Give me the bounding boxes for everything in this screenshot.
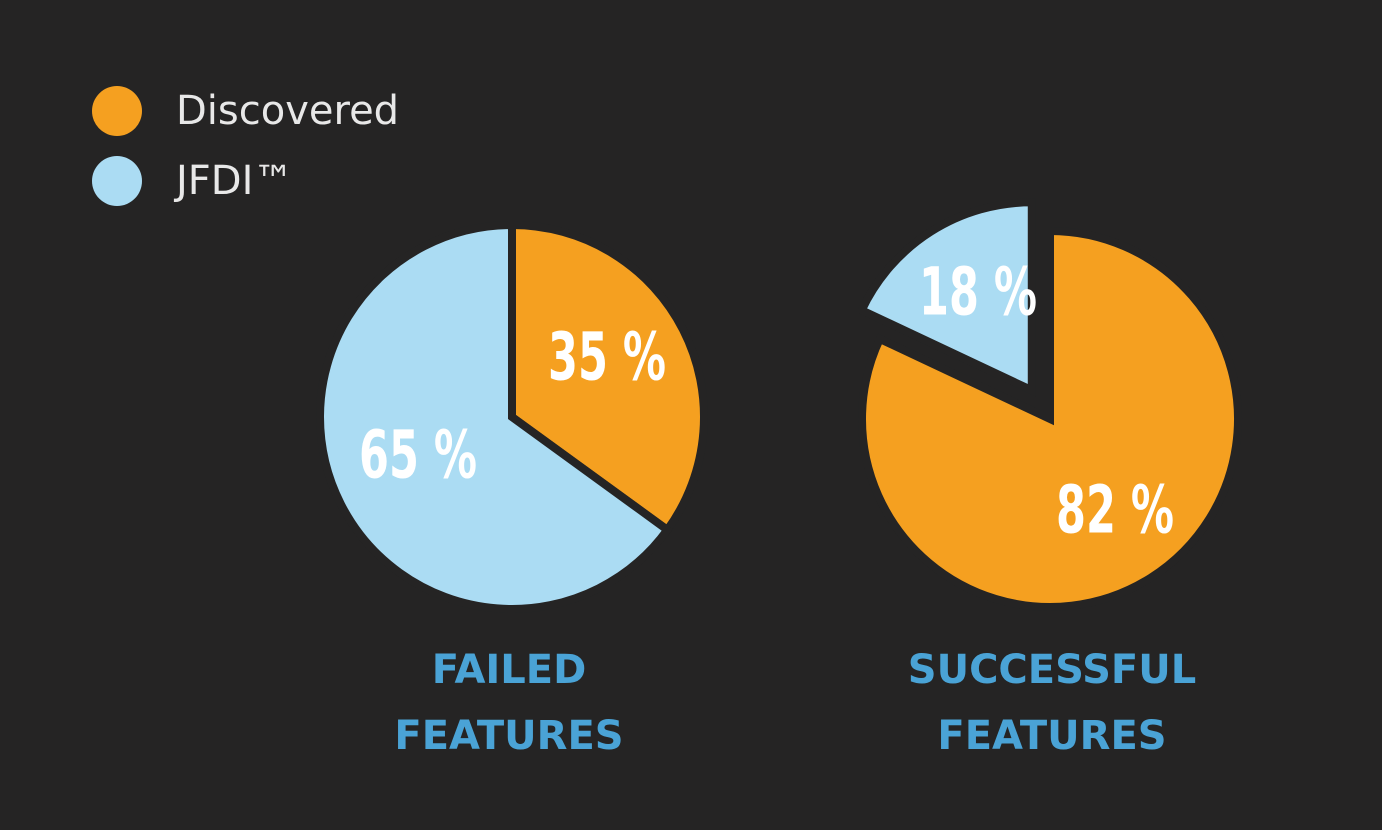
slice-label-successful-jfdi: 18 %: [919, 254, 1037, 331]
legend-swatch-discovered: [92, 86, 142, 136]
slice-label-successful-discovered: 82 %: [1056, 472, 1174, 549]
chart-title-successful: SUCCESSFUL FEATURES: [822, 637, 1282, 769]
chart-title-successful-line-2: FEATURES: [937, 713, 1167, 759]
legend-label-discovered: Discovered: [176, 88, 400, 134]
chart-title-failed: FAILED FEATURES: [279, 637, 739, 769]
chart-title-successful-line-1: SUCCESSFUL: [907, 647, 1197, 693]
pie-slice-failed-jfdi: [316, 220, 673, 613]
legend-item-discovered: Discovered: [92, 76, 399, 146]
legend-label-jfdi: JFDI™: [176, 158, 294, 204]
pie-slice-failed-discovered: [508, 220, 708, 536]
chart-title-failed-line-2: FEATURES: [394, 713, 624, 759]
chart-title-failed-line-1: FAILED: [431, 647, 587, 693]
slice-label-failed-jfdi: 65 %: [359, 417, 477, 494]
pie-slice-successful-jfdi: [856, 198, 1036, 397]
legend-item-jfdi: JFDI™: [92, 146, 399, 216]
pie-slice-successful-discovered: [858, 226, 1242, 611]
slice-label-failed-discovered: 35 %: [548, 319, 666, 396]
legend: Discovered JFDI™: [92, 76, 399, 216]
legend-swatch-jfdi: [92, 156, 142, 206]
